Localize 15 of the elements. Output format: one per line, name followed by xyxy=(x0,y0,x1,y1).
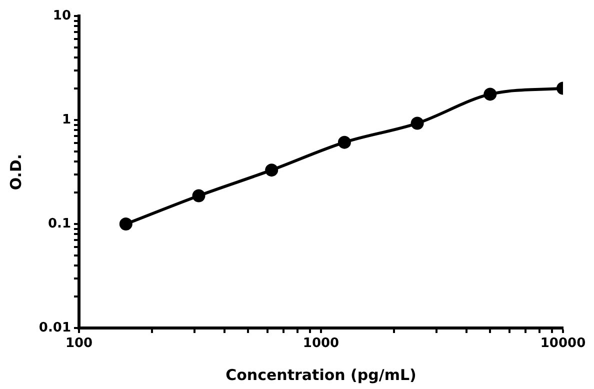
x-axis-title: Concentration (pg/mL) xyxy=(226,366,416,384)
point xyxy=(265,164,278,177)
x-tick-label: 10000 xyxy=(540,336,586,352)
y-tick-label: 0.01 xyxy=(38,320,71,336)
x-tick-label: 1000 xyxy=(302,336,340,352)
y-axis-title: O.D. xyxy=(6,154,25,190)
point xyxy=(192,189,206,202)
point xyxy=(119,218,132,230)
y-tick-label: 10 xyxy=(52,8,71,24)
y-tick-label: 0.1 xyxy=(48,216,71,232)
point xyxy=(338,136,351,149)
point xyxy=(484,88,497,101)
point xyxy=(410,116,424,130)
y-tick-label: 1 xyxy=(62,112,71,128)
x-tick-label: 100 xyxy=(65,336,93,352)
